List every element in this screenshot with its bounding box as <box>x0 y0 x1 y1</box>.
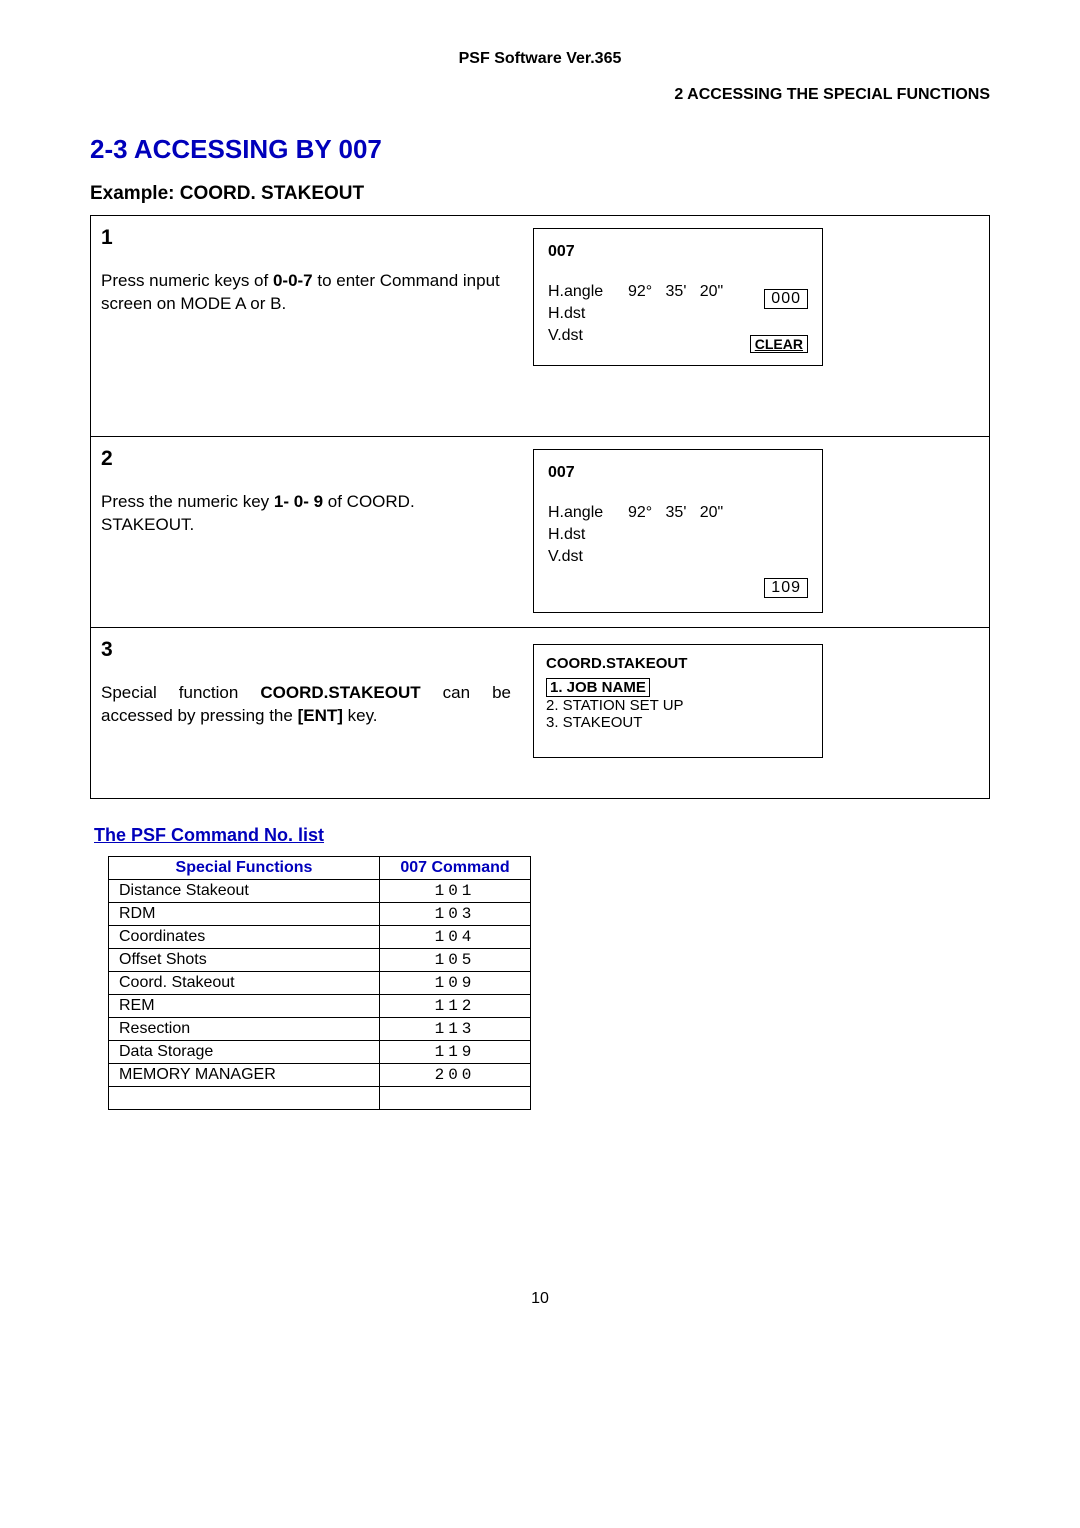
table-row: Resection113 <box>109 1018 531 1041</box>
table-cell-function: Coordinates <box>109 926 380 949</box>
step-3-post: key. <box>343 706 378 725</box>
step-3-bold1: COORD.STAKEOUT <box>260 683 420 702</box>
table-row <box>109 1087 531 1110</box>
table-cell-command: 109 <box>380 972 531 995</box>
screen-3-title: COORD.STAKEOUT <box>546 655 810 672</box>
table-cell-command <box>380 1087 531 1110</box>
command-table-h1: Special Functions <box>109 857 380 880</box>
table-cell-function: Coord. Stakeout <box>109 972 380 995</box>
table-cell-command: 104 <box>380 926 531 949</box>
section-subtitle: Example: COORD. STAKEOUT <box>90 183 990 205</box>
step-row-1: 1 Press numeric keys of 0-0-7 to enter C… <box>91 215 989 436</box>
step-row-2: 2 Press the numeric key 1- 0- 9 of COORD… <box>91 436 989 627</box>
step-1-text: 1 Press numeric keys of 0-0-7 to enter C… <box>91 216 523 436</box>
steps-container: 1 Press numeric keys of 0-0-7 to enter C… <box>90 215 990 799</box>
screen-2: 007 H.angle 92° 35' 20" H.dst V.dst 109 <box>533 449 823 613</box>
step-3-text: 3 Special function COORD.STAKEOUT can be… <box>91 628 523 798</box>
table-cell-command: 101 <box>380 880 531 903</box>
screen-1-input-value[interactable]: 000 <box>764 289 808 309</box>
screen-2-hangle-val: 92° 35' 20" <box>628 504 723 522</box>
screen-2-hdst: H.dst <box>548 526 808 544</box>
table-cell-function: Offset Shots <box>109 949 380 972</box>
page-header-right: 2 ACCESSING THE SPECIAL FUNCTIONS <box>90 86 990 104</box>
screen-3-opt2[interactable]: 2. STATION SET UP <box>546 697 684 714</box>
table-cell-function: Resection <box>109 1018 380 1041</box>
step-1-pre: Press numeric keys of <box>101 271 273 290</box>
command-table-h2: 007 Command <box>380 857 531 880</box>
step-3-number: 3 <box>101 636 511 664</box>
section-title: 2-3 ACCESSING BY 007 <box>90 134 990 165</box>
screen-2-title: 007 <box>548 464 808 482</box>
step-3-screen-cell: COORD.STAKEOUT 1. JOB NAME 2. STATION SE… <box>523 628 989 798</box>
step-1-number: 1 <box>101 224 511 252</box>
step-2-number: 2 <box>101 445 511 473</box>
table-row: Data Storage119 <box>109 1041 531 1064</box>
command-list-heading: The PSF Command No. list <box>94 825 990 846</box>
table-row: Offset Shots105 <box>109 949 531 972</box>
step-3-bold2: [ENT] <box>298 706 343 725</box>
step-3-pre: Special function <box>101 683 260 702</box>
screen-3-opt3[interactable]: 3. STAKEOUT <box>546 714 642 731</box>
table-cell-function: REM <box>109 995 380 1018</box>
page-number: 10 <box>90 1290 990 1308</box>
screen-1-hangle-val: 92° 35' 20" <box>628 283 723 301</box>
step-1-screen-cell: 007 H.angle 92° 35' 20" H.dst V.dst 000 … <box>523 216 989 436</box>
table-cell-command: 105 <box>380 949 531 972</box>
step-1-bold: 0-0-7 <box>273 271 313 290</box>
table-row: Distance Stakeout101 <box>109 880 531 903</box>
table-cell-function: MEMORY MANAGER <box>109 1064 380 1087</box>
screen-1-clear-button[interactable]: CLEAR <box>750 335 808 353</box>
page-header-center: PSF Software Ver.365 <box>90 50 990 68</box>
command-table: Special Functions 007 Command Distance S… <box>108 856 531 1110</box>
table-row: MEMORY MANAGER200 <box>109 1064 531 1087</box>
table-row: RDM103 <box>109 903 531 926</box>
screen-2-hangle-lab: H.angle <box>548 504 628 522</box>
table-cell-command: 119 <box>380 1041 531 1064</box>
table-cell-function: Distance Stakeout <box>109 880 380 903</box>
screen-2-vdst: V.dst <box>548 548 808 566</box>
screen-1-hangle-lab: H.angle <box>548 283 628 301</box>
table-row: REM112 <box>109 995 531 1018</box>
step-2-bold: 1- 0- 9 <box>274 492 323 511</box>
step-2-screen-cell: 007 H.angle 92° 35' 20" H.dst V.dst 109 <box>523 437 989 627</box>
table-cell-function <box>109 1087 380 1110</box>
table-row: Coord. Stakeout109 <box>109 972 531 995</box>
screen-2-hangle: H.angle 92° 35' 20" <box>548 504 808 522</box>
step-row-3: 3 Special function COORD.STAKEOUT can be… <box>91 627 989 798</box>
table-cell-command: 113 <box>380 1018 531 1041</box>
screen-1: 007 H.angle 92° 35' 20" H.dst V.dst 000 … <box>533 228 823 366</box>
screen-3-opt1[interactable]: 1. JOB NAME <box>546 678 650 697</box>
table-row: Coordinates104 <box>109 926 531 949</box>
table-cell-command: 103 <box>380 903 531 926</box>
screen-1-title: 007 <box>548 243 808 261</box>
step-2-text: 2 Press the numeric key 1- 0- 9 of COORD… <box>91 437 523 627</box>
table-cell-command: 112 <box>380 995 531 1018</box>
table-cell-function: RDM <box>109 903 380 926</box>
step-2-pre: Press the numeric key <box>101 492 274 511</box>
table-cell-command: 200 <box>380 1064 531 1087</box>
screen-2-input-value[interactable]: 109 <box>764 578 808 598</box>
table-cell-function: Data Storage <box>109 1041 380 1064</box>
screen-3: COORD.STAKEOUT 1. JOB NAME 2. STATION SE… <box>533 644 823 758</box>
